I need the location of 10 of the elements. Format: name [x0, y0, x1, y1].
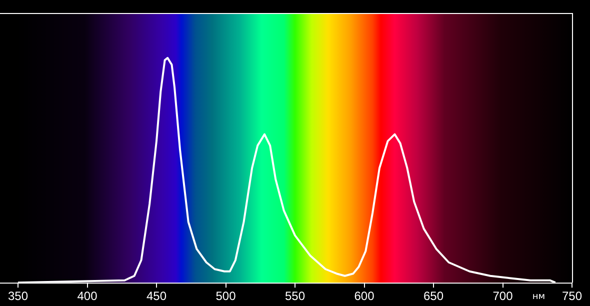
x-tick-label: 500 — [216, 289, 236, 304]
x-axis-title: нм — [532, 292, 546, 302]
x-tick-label: 350 — [8, 289, 28, 304]
x-tick-label: 600 — [354, 289, 375, 304]
x-tick-label: 400 — [77, 289, 98, 304]
x-tick-label: 700 — [492, 289, 514, 304]
x-tick-label: 650 — [423, 289, 444, 304]
x-tick-label: 450 — [146, 289, 167, 304]
x-tick-label: 750 — [562, 289, 582, 304]
x-tick-label: 550 — [284, 289, 306, 304]
